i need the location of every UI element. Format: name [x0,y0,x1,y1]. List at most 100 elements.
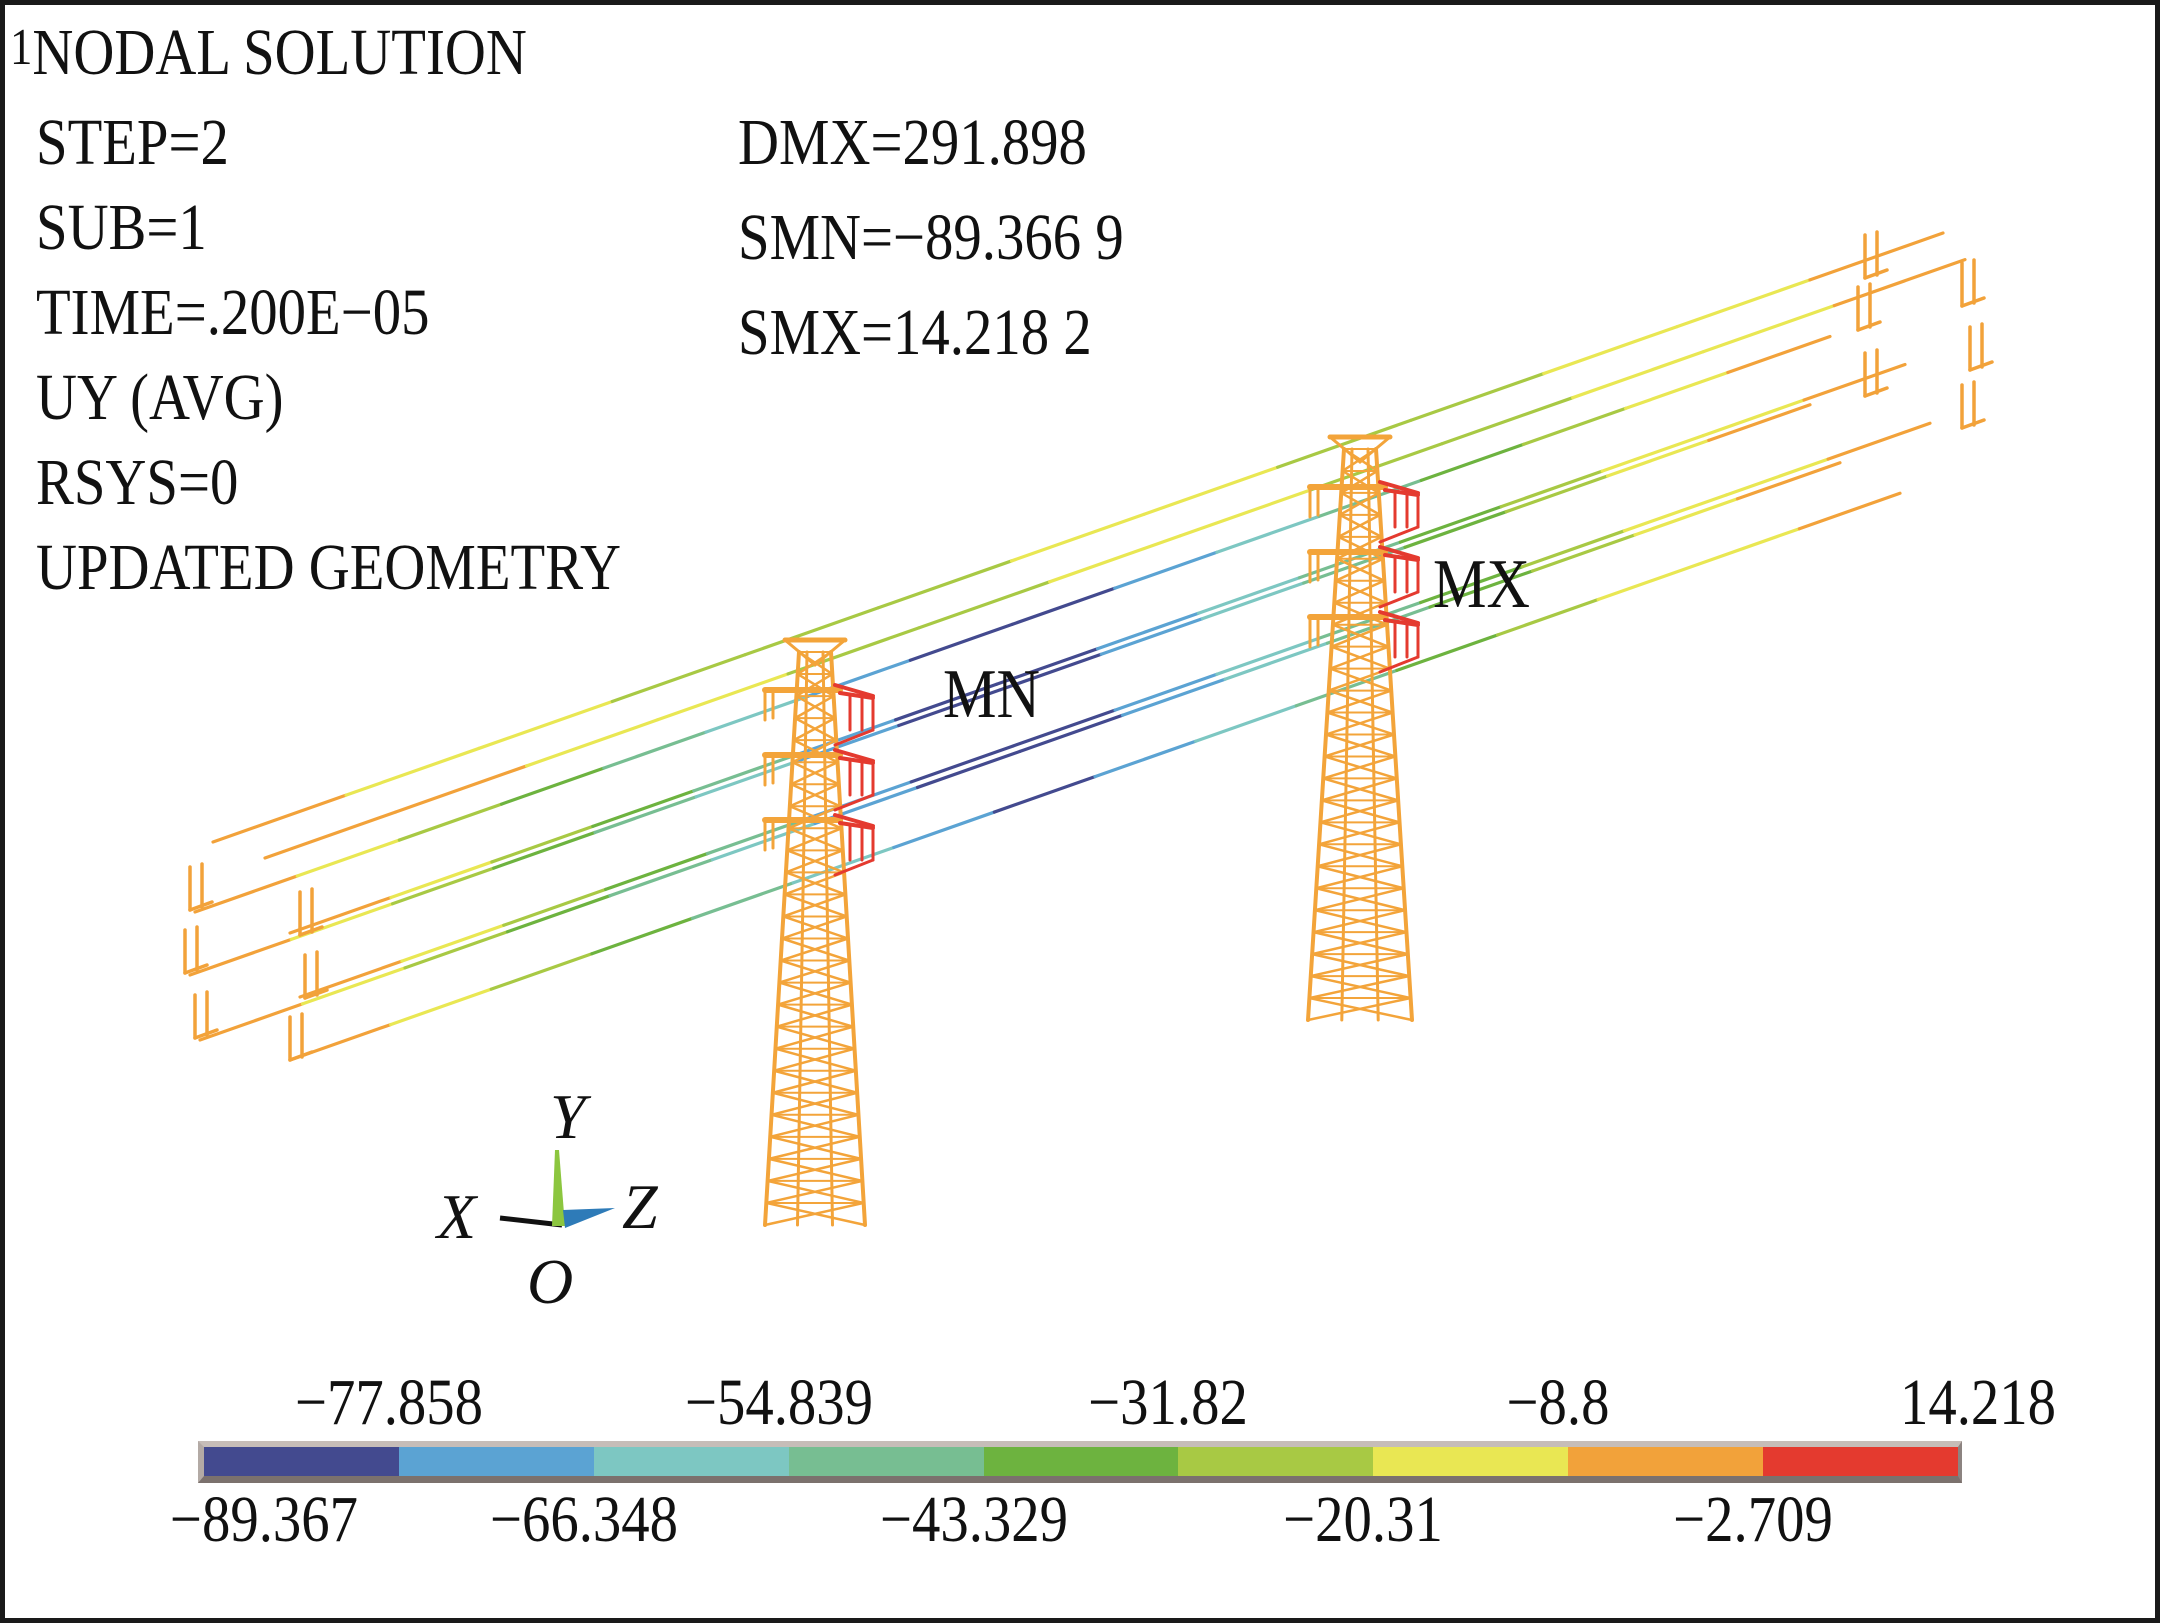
tower-left [762,637,875,1227]
tower-brace [766,1157,863,1183]
tower-brace [779,937,850,962]
ground-wire [1178,488,1313,538]
tower-brace [768,1113,860,1139]
conductor-wire [1495,597,1600,637]
insulator [1383,553,1420,562]
tower-brace [774,1025,855,1050]
geometry-label: UPDATED GEOMETRY [36,531,621,604]
conductor-wire [492,830,597,870]
conductor-wire [295,838,401,878]
ground-wire [1701,304,1836,354]
triad-x-label: X [437,1181,477,1252]
tower-brace [1309,952,1410,978]
conductor-wire [288,895,393,935]
insulator [1378,610,1420,625]
legend-top-label: −77.858 [294,1366,483,1439]
conductor-wire [490,824,595,864]
tower-brace [778,959,851,984]
dmx-label: DMX=291.898 [738,106,1087,179]
y-axis-arrow [552,1150,565,1226]
tower-brace [1308,974,1411,1000]
conductor-wire [590,916,695,956]
ground-wire [610,653,747,704]
insulator [838,691,875,700]
conductor-wire [1200,581,1306,621]
conductor-wire [894,682,999,722]
min-marker: MN [943,656,1041,733]
ground-wire [1409,371,1546,423]
tower-brace [1333,579,1386,604]
ground-wire [344,746,481,797]
conductor-wire [608,857,715,898]
tower-brace [765,1179,864,1205]
ground-wire [876,559,1014,610]
conductor-wire [692,753,797,793]
ground-wire [1675,278,1812,329]
tower-brace [1326,689,1393,714]
conductor-wire [704,694,810,734]
tower-peak [1358,435,1392,464]
ground-wire [263,810,398,860]
conductor-wire [193,874,299,914]
insulator [1378,590,1420,609]
tower-brace [770,1091,859,1117]
insulator [838,756,875,765]
tower-brace [1328,645,1390,670]
tower-brace [1317,821,1401,846]
tower-brace [1338,491,1381,517]
smn-label: SMN=−89.366 9 [738,201,1124,274]
conductor-wire [694,759,800,799]
tower-brace [1316,843,1403,868]
conductor-wire [1520,529,1626,569]
transmission-towers [762,434,1420,1227]
conductor-wire [1223,641,1330,681]
conductor-wire [505,894,612,934]
end-fitting [183,963,209,975]
conductor-wire [604,851,710,892]
tower-brace [1310,930,1408,956]
tower-peak [783,638,817,667]
tower-brace [1330,623,1389,648]
conductor-wire [1419,442,1526,482]
legend-top-label: 14.218 [1899,1366,2057,1439]
tower-brace [1315,865,1404,890]
legend-bottom-label: −66.348 [489,1483,678,1556]
end-fitting [193,1028,219,1040]
end-fitting [1856,320,1882,332]
tower-brace [782,893,847,918]
conductor-wire [1697,527,1801,566]
insulator [838,821,875,830]
ground-wire [1048,534,1182,584]
smx-label: SMX=14.218 2 [738,296,1092,369]
legend-band-1 [204,1447,399,1476]
conductor-wire [1726,334,1832,375]
legend-bottom-label: −43.329 [879,1483,1068,1556]
insulator [833,793,875,812]
step-label: STEP=2 [36,106,229,179]
ground-wire [477,699,614,750]
conductor-wire [1724,457,1830,497]
insulator [833,748,875,763]
tower-brace [785,827,843,852]
ground-wire [1142,465,1280,516]
insulator [833,858,875,877]
conductor-wire [1215,636,1321,676]
tower-peak [1328,435,1362,464]
substep-label: SUB=1 [36,191,207,264]
conductor-wire [403,930,510,970]
triad-y-label: Y [550,1081,586,1152]
end-fitting [1863,268,1889,280]
conductor-wire [1707,403,1812,442]
conductor-wire [499,766,606,806]
ground-wire [1832,258,1967,308]
conductor-wire [1095,611,1201,651]
legend-band-7 [1373,1447,1569,1476]
insulator [1383,618,1420,627]
tower-peak [813,638,847,667]
conductor-wire [602,730,708,770]
conductor-wire [1499,469,1604,509]
tower-brace [763,1201,865,1227]
conductor-wire [1504,474,1610,514]
tower-brace [775,1003,854,1028]
ground-wire [524,718,659,768]
